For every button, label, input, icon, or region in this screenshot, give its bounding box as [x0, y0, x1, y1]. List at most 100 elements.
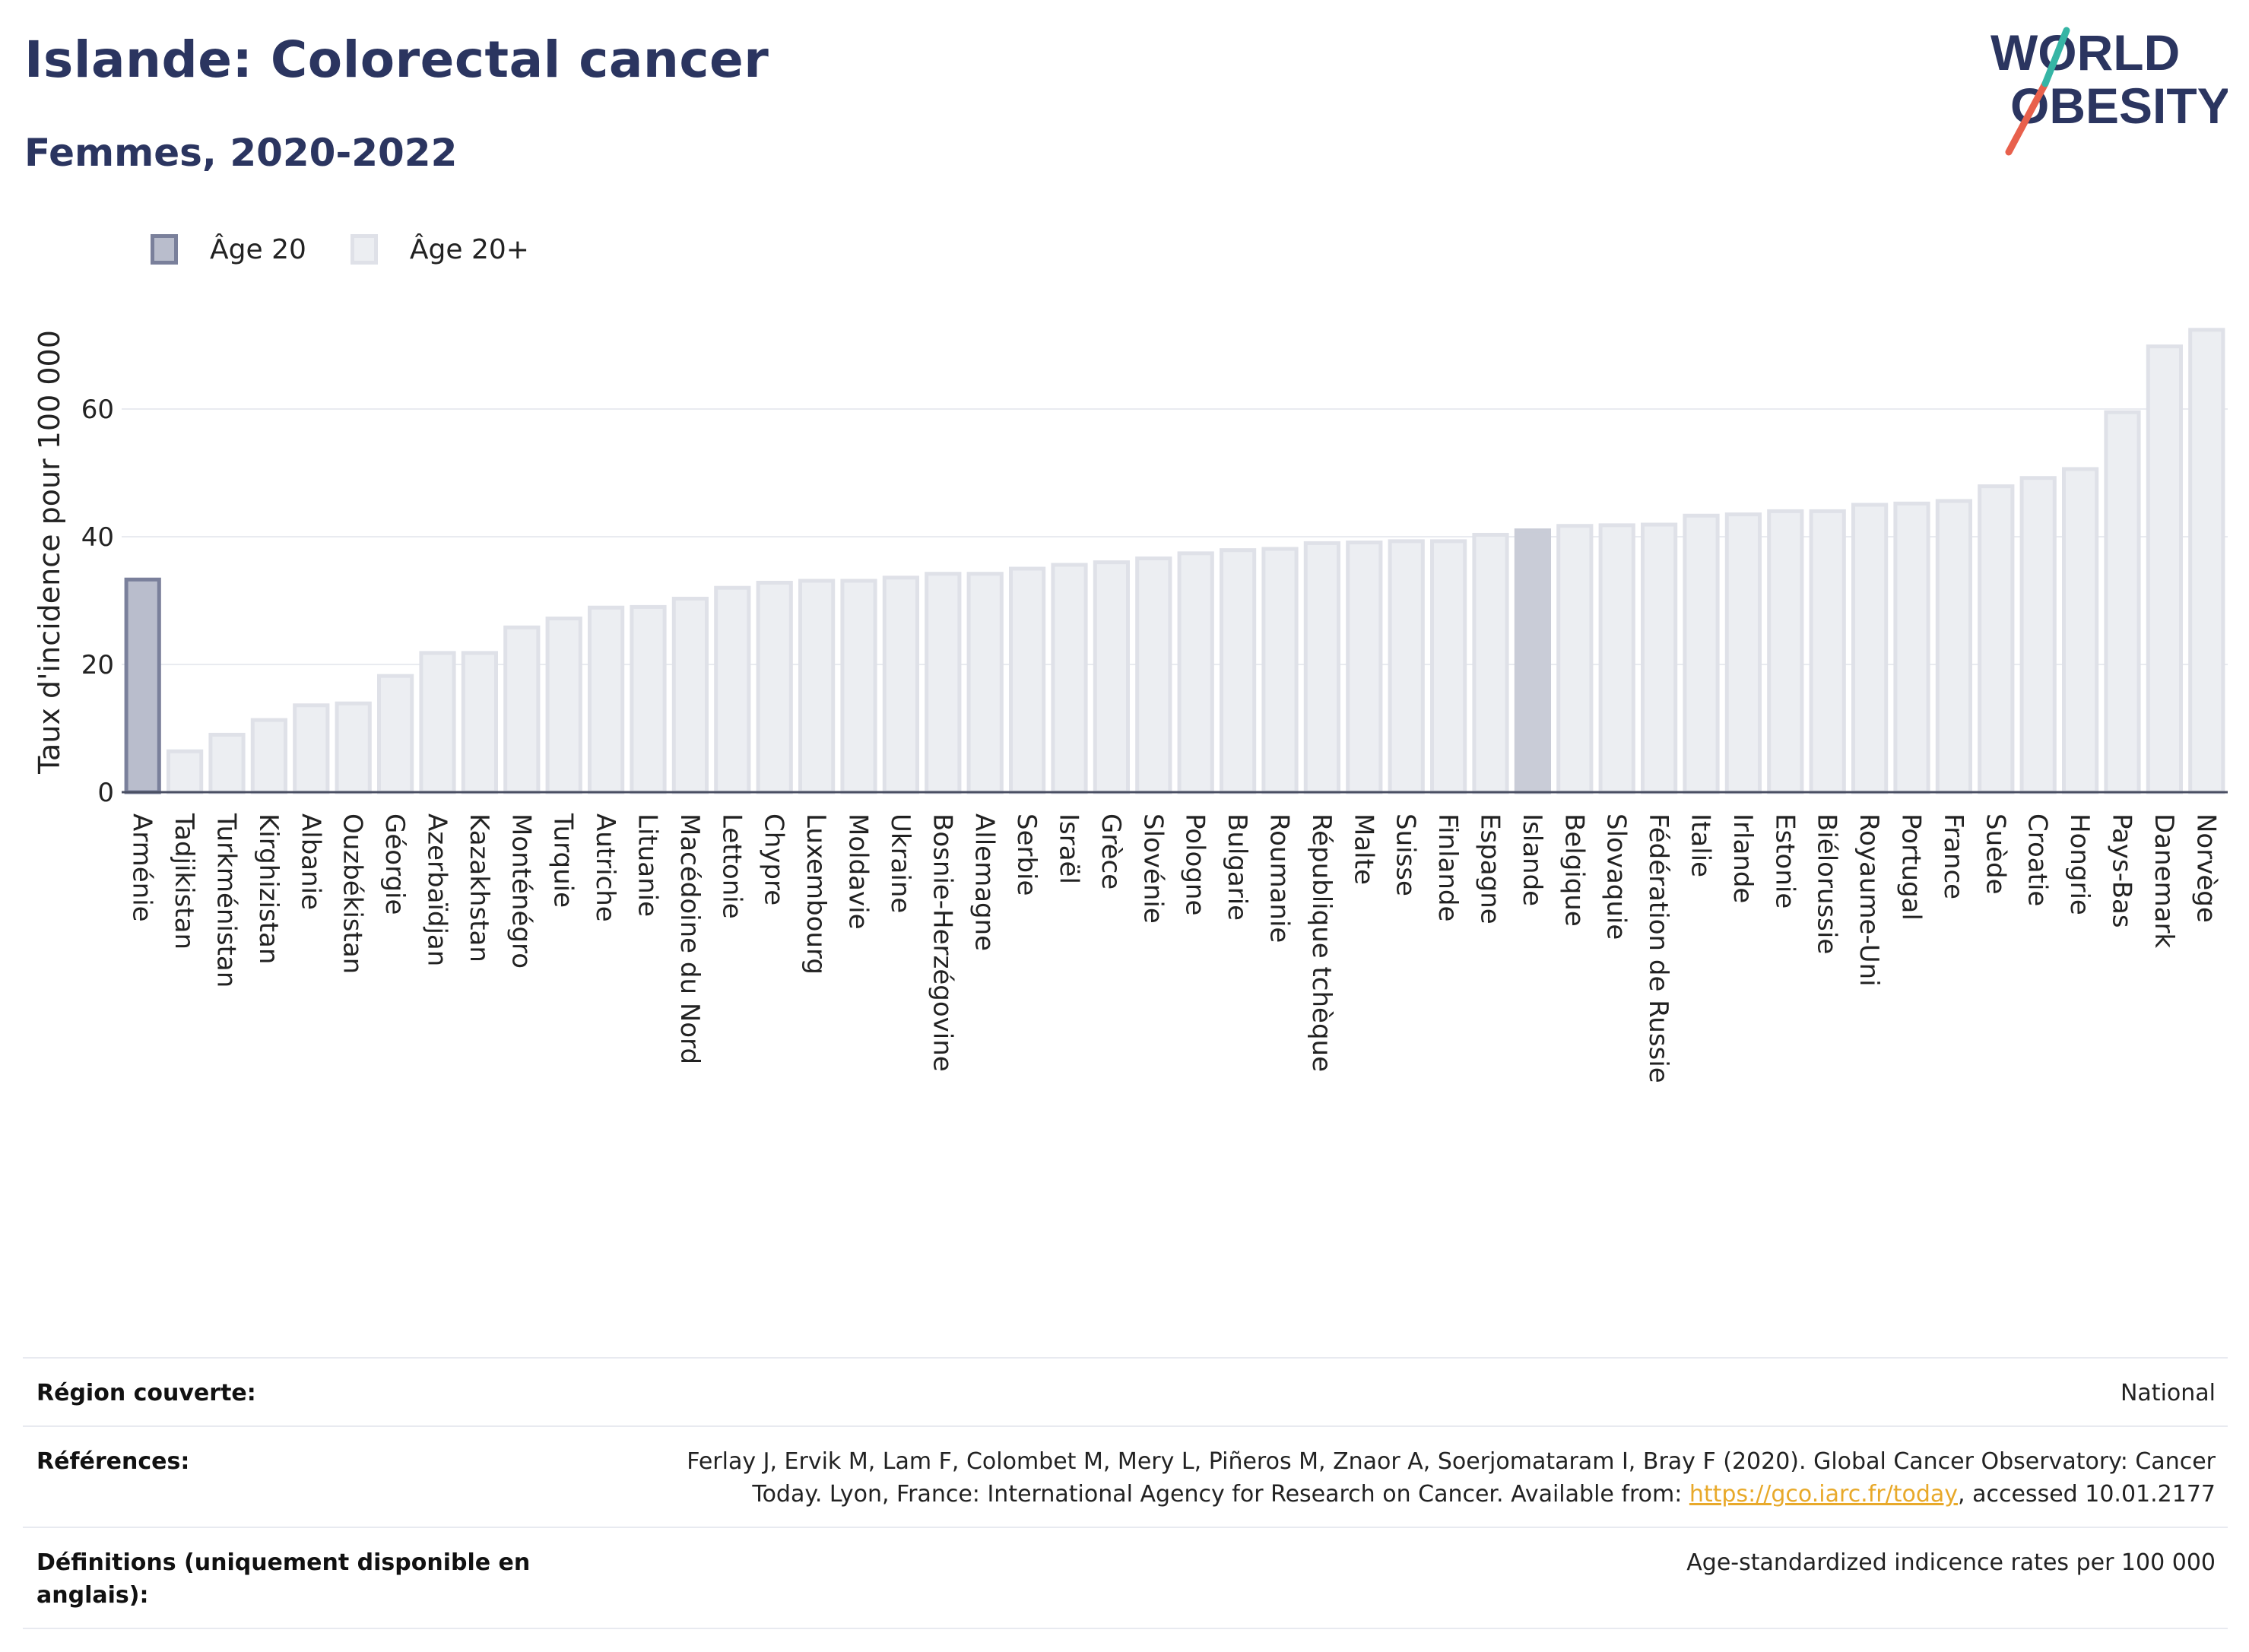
x-tick-label: Kirghizistan: [253, 813, 284, 964]
x-tick-label: Finlande: [1432, 813, 1463, 921]
x-tick-label: Hongrie: [2064, 813, 2095, 915]
x-tick-label: Israël: [1054, 813, 1084, 884]
x-tick-label: Lettonie: [716, 813, 747, 919]
bar-age20plus: [1767, 509, 1804, 794]
x-tick-label: Autriche: [590, 813, 620, 922]
meta-refs-line2: Today. Lyon, France: International Agenc…: [687, 1478, 2216, 1511]
bar-age20plus: [1303, 541, 1341, 794]
world-obesity-logo: WORLD OBESITY: [1990, 24, 2228, 156]
x-tick-label: Slovénie: [1137, 813, 1168, 924]
bar-age20plus: [1472, 532, 1509, 794]
bar-age20plus: [587, 605, 625, 794]
bar-age20plus: [1051, 563, 1088, 794]
bar-age20plus: [671, 596, 709, 794]
meta-refs-label: Références:: [36, 1447, 190, 1475]
bar-age20plus: [1556, 524, 1594, 794]
x-tick-label: Tadjikistan: [169, 813, 199, 950]
x-tick-label: Bulgarie: [1222, 813, 1252, 921]
x-tick-label: Grèce: [1096, 813, 1126, 889]
legend-item-age20[interactable]: Âge 20: [151, 234, 306, 265]
bar-age20plus: [1935, 499, 1973, 794]
meta-defs-label: Définitions (uniquement disponible en an…: [36, 1549, 531, 1609]
x-tick-label: Macédoine du Nord: [674, 813, 705, 1064]
bar-age20plus: [2188, 328, 2225, 794]
bar-age20plus: [419, 651, 456, 794]
x-tick-label: Irlande: [1727, 813, 1758, 903]
page-subtitle: Femmes, 2020-2022: [24, 131, 458, 175]
x-tick-label: France: [1938, 813, 1968, 899]
x-tick-label: Albanie: [295, 813, 325, 910]
x-tick-label: Monténégro: [506, 813, 536, 969]
x-tick-label: Allemagne: [969, 813, 1000, 951]
logo-slash-red: [2005, 80, 2049, 156]
x-tick-label: Slovaquie: [1601, 813, 1632, 940]
bar-age20plus: [798, 579, 836, 794]
bar-age20plus: [166, 749, 204, 794]
x-tick-label: Malte: [1348, 813, 1378, 885]
x-tick-label: République tchèque: [1306, 813, 1337, 1072]
x-tick-label: Italie: [1686, 813, 1716, 877]
x-tick-label: Ukraine: [885, 813, 915, 913]
x-tick-label: Ouzbékistan: [338, 813, 368, 974]
chart-legend: Âge 20 Âge 20+: [151, 228, 573, 271]
y-tick-label: 40: [81, 522, 114, 553]
y-tick-label: 20: [81, 650, 114, 680]
x-tick-label: Turquie: [548, 813, 579, 908]
meta-region-value: National: [2120, 1380, 2216, 1406]
bar-age20plus: [714, 585, 751, 794]
bar-age20plus: [1724, 512, 1762, 794]
legend-swatch-age20: [151, 234, 178, 265]
x-tick-label: Belgique: [1559, 813, 1589, 927]
bar-age20plus: [1429, 539, 1467, 794]
x-tick-label: Turkménistan: [211, 813, 242, 988]
bar-age20plus: [1177, 551, 1214, 794]
bar-age20plus: [1135, 556, 1172, 794]
bar-age20plus: [1640, 522, 1678, 794]
x-tick-label: Biélorussie: [1812, 813, 1842, 954]
logo-slash-teal: [2041, 27, 2070, 87]
bar-age20plus: [882, 576, 920, 794]
x-tick-label: Lituanie: [633, 813, 663, 917]
bar-chart: 0 20 40 60 Taux d'incidence pour 100 000 Armé…: [33, 328, 2228, 1083]
bar-highlight: [1514, 528, 1552, 794]
bar-age20plus: [1978, 484, 2015, 794]
bar-age20plus: [1346, 541, 1383, 794]
x-tick-label: Espagne: [1475, 813, 1505, 924]
x-tick-label: Roumanie: [1264, 813, 1295, 943]
x-tick-label: Géorgie: [379, 813, 410, 915]
bar-age20plus: [461, 651, 499, 794]
bar-age20plus: [756, 580, 793, 794]
bar-age20plus: [208, 732, 246, 794]
legend-swatch-age20plus: [350, 234, 378, 265]
x-tick-label: Islande: [1517, 813, 1547, 906]
meta-refs-line2-post: , accessed 10.01.2177: [1958, 1481, 2216, 1508]
x-tick-label: Suisse: [1391, 813, 1421, 896]
x-tick-label: Serbie: [1011, 813, 1042, 896]
y-axis-title: Taux d'incidence pour 100 000: [33, 330, 66, 775]
legend-label-age20: Âge 20: [210, 233, 306, 265]
x-tick-label: Luxembourg: [801, 813, 831, 975]
legend-item-age20plus[interactable]: Âge 20+: [350, 234, 529, 265]
bar-age20plus: [925, 572, 962, 794]
metadata-table: Région couverte: National Références: Fe…: [23, 1357, 2228, 1629]
bar-age20plus: [293, 703, 330, 794]
x-tick-label: Moldavie: [843, 813, 874, 930]
x-tick-label: Bosnie-Herzégovine: [927, 813, 957, 1072]
bar-age20plus: [1388, 539, 1425, 794]
x-tick-label: Chypre: [759, 813, 789, 905]
x-tick-label: Azerbaïdjan: [422, 813, 452, 966]
bar-age20plus: [376, 674, 414, 794]
x-tick-label: Norvège: [2190, 813, 2221, 923]
meta-refs-value: Ferlay J, Ervik M, Lam F, Colombet M, Me…: [687, 1445, 2216, 1511]
x-tick-label: Pays-Bas: [2107, 813, 2137, 928]
x-tick-label: Pologne: [1180, 813, 1210, 915]
bar-age20plus: [1219, 548, 1257, 794]
bar-age20plus: [250, 718, 288, 794]
bar-age20plus: [545, 617, 582, 794]
source-link[interactable]: https://gco.iarc.fr/today: [1689, 1481, 1959, 1508]
meta-row-region: Région couverte: National: [23, 1357, 2228, 1425]
bar-age20plus: [335, 701, 372, 794]
x-tick-label: Danemark: [2149, 813, 2179, 948]
x-tick-label: Estonie: [1769, 813, 1800, 908]
bar-age20plus: [1851, 503, 1889, 794]
